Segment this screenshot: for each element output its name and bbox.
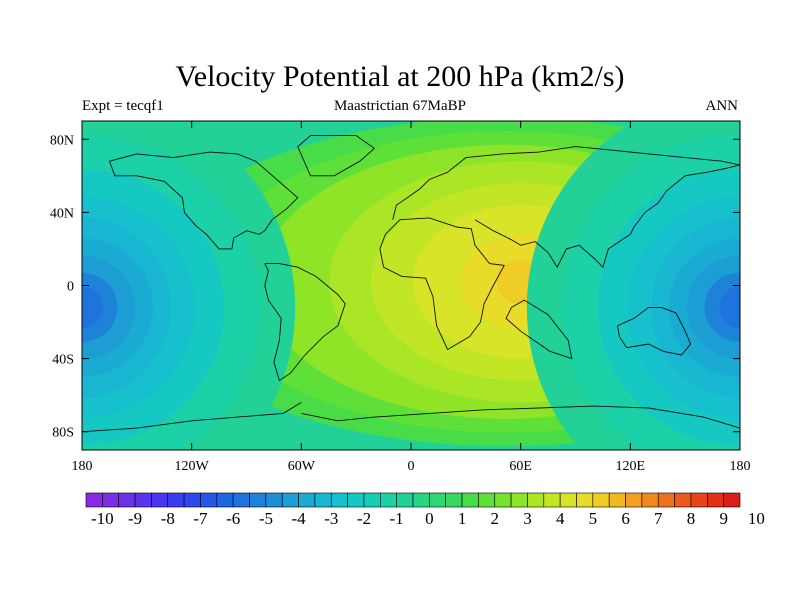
- contour-field: [82, 121, 740, 450]
- colorbar-box: [183, 492, 201, 508]
- colorbar-labels: -10 -9 -8 -7 -6 -5 -4 -3 -2 -1 0 1 2 3 4 5 6 7 8 9 10: [91, 509, 765, 528]
- colorbar-label: 10: [748, 509, 765, 528]
- colorbar-box: [118, 492, 136, 508]
- colorbar-label: -8: [161, 509, 175, 528]
- colorbar-box: [85, 492, 103, 508]
- lon-tick-label: 120W: [175, 459, 210, 474]
- coastlines: [82, 135, 740, 433]
- coastline-9: [297, 135, 376, 177]
- colorbar-box: [723, 492, 741, 508]
- lon-tick-label: 60E: [509, 459, 532, 474]
- colorbar-box: [232, 492, 250, 508]
- colorbar-label: -7: [193, 509, 208, 528]
- colorbar-box: [706, 492, 724, 508]
- colorbar-label: 7: [654, 509, 663, 528]
- colorbar-box: [396, 492, 414, 508]
- colorbar-box: [478, 492, 496, 508]
- colorbar-box: [576, 492, 594, 508]
- colorbar-box: [363, 492, 381, 508]
- colorbar-box: [429, 492, 447, 508]
- colorbar-label: -1: [390, 509, 404, 528]
- lon-tick-label: 0: [408, 459, 415, 474]
- lon-tick-label: 60W: [288, 459, 316, 474]
- lat-tick-label: 40S: [52, 353, 74, 368]
- colorbar-label: -6: [226, 509, 240, 528]
- colorbar-label: -2: [357, 509, 371, 528]
- colorbar-box: [167, 492, 185, 508]
- colorbar-label: -5: [259, 509, 273, 528]
- colorbar-box: [379, 492, 397, 508]
- colorbar-box: [134, 492, 152, 508]
- colorbar-label: 6: [621, 509, 630, 528]
- colorbar-label: -4: [292, 509, 307, 528]
- coastline-1: [264, 263, 346, 382]
- coastline-8: [82, 402, 302, 433]
- axis-tick-labels: 180 120W 60W 0 60E 120E 180 80N 40N 0 40S 80S: [50, 133, 751, 474]
- colorbar-label: 8: [687, 509, 696, 528]
- colorbar-box: [461, 492, 479, 508]
- colorbar-label: 3: [523, 509, 532, 528]
- coastline-7: [301, 405, 740, 429]
- colorbar-box: [592, 492, 610, 508]
- coastline-5: [505, 299, 573, 360]
- map-title: Velocity Potential at 200 hPa (km2/s): [175, 60, 625, 93]
- colorbar-box: [625, 492, 643, 508]
- coastline-6: [617, 306, 692, 356]
- colorbar-box: [641, 492, 659, 508]
- lon-tick-label: 120E: [616, 459, 646, 474]
- colorbar-box: [249, 492, 267, 508]
- colorbar-box: [608, 492, 626, 508]
- contour-band-min-left-8: [82, 286, 103, 329]
- colorbar-label: 2: [491, 509, 500, 528]
- experiment-label: Expt = tecqf1: [82, 98, 164, 114]
- colorbar-label: 9: [719, 509, 728, 528]
- colorbar-box: [298, 492, 316, 508]
- colorbar-box: [412, 492, 430, 508]
- lat-tick-label: 80S: [52, 426, 74, 441]
- lat-tick-label: 40N: [50, 206, 74, 221]
- colorbar-box: [151, 492, 169, 508]
- coastline-4: [474, 164, 740, 269]
- coastline-0: [108, 151, 299, 250]
- colorbar-box: [445, 492, 463, 508]
- colorbar-box: [690, 492, 708, 508]
- colorbar-label: -10: [91, 509, 114, 528]
- colorbar-label: -3: [324, 509, 338, 528]
- colorbar-box: [543, 492, 561, 508]
- contour-band-min-right-8: [719, 286, 740, 329]
- colorbar-box: [559, 492, 577, 508]
- colorbar-box: [265, 492, 283, 508]
- season-label: ANN: [705, 98, 739, 114]
- colorbar: [85, 492, 741, 508]
- colorbar-label: 5: [589, 509, 598, 528]
- colorbar-box: [200, 492, 218, 508]
- lat-tick-label: 0: [67, 280, 74, 295]
- colorbar-box: [314, 492, 332, 508]
- colorbar-box: [510, 492, 528, 508]
- colorbar-box: [657, 492, 675, 508]
- colorbar-box: [527, 492, 545, 508]
- colorbar-box: [494, 492, 512, 508]
- colorbar-box: [330, 492, 348, 508]
- lat-tick-label: 80N: [50, 133, 74, 148]
- coastline-3: [392, 146, 740, 220]
- colorbar-box: [347, 492, 365, 508]
- colorbar-box: [674, 492, 692, 508]
- colorbar-box: [216, 492, 234, 508]
- colorbar-box: [102, 492, 119, 508]
- colorbar-label: 1: [458, 509, 467, 528]
- lon-tick-label: 180: [730, 459, 751, 474]
- colorbar-label: 4: [556, 509, 565, 528]
- colorbar-label: 0: [425, 509, 434, 528]
- colorbar-box: [281, 492, 299, 508]
- colorbar-label: -9: [128, 509, 142, 528]
- axis-ticks: [81, 121, 741, 450]
- period-label: Maastrictian 67MaBP: [333, 98, 467, 114]
- coastline-2: [379, 217, 505, 351]
- lon-tick-label: 180: [72, 459, 93, 474]
